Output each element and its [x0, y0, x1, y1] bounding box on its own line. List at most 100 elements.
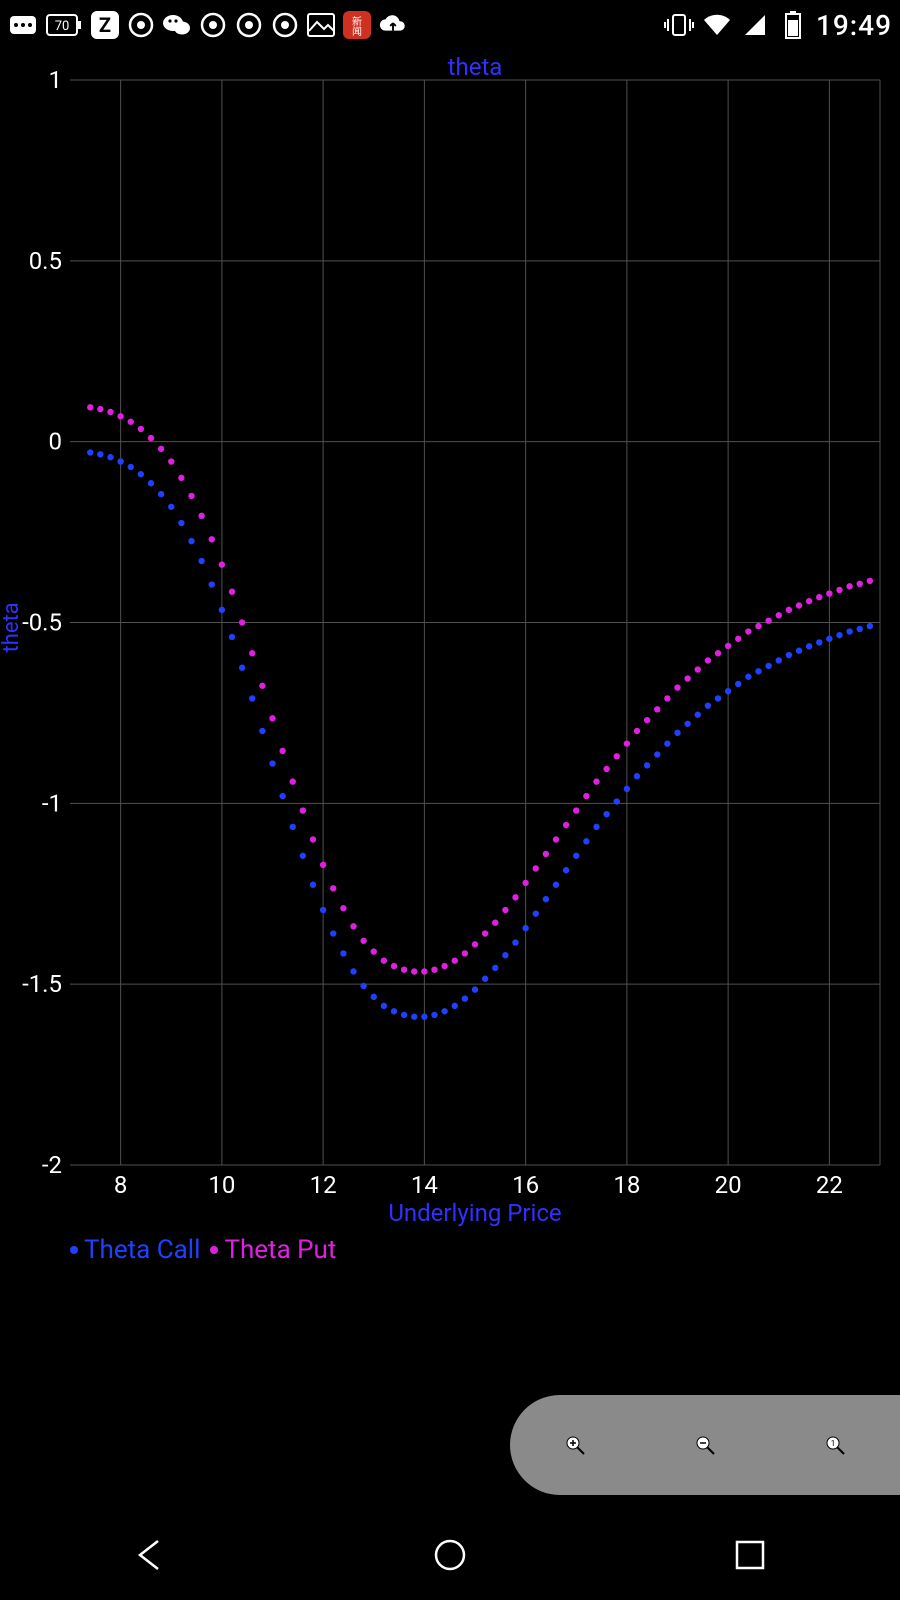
data-point — [492, 965, 498, 971]
data-point — [381, 957, 387, 963]
data-point — [614, 753, 620, 759]
data-point — [502, 952, 508, 958]
svg-text:闻: 闻 — [352, 25, 362, 38]
more-icon — [8, 10, 38, 40]
data-point — [239, 619, 245, 625]
data-point — [249, 650, 255, 656]
data-point — [178, 520, 184, 526]
data-point — [188, 493, 194, 499]
data-point — [846, 583, 852, 589]
data-point — [229, 589, 235, 595]
data-point — [158, 491, 164, 497]
data-point — [168, 458, 174, 464]
zoom-out-button[interactable] — [687, 1427, 723, 1463]
data-point — [350, 923, 356, 929]
data-point — [644, 717, 650, 723]
svg-text:70: 70 — [55, 19, 70, 34]
data-point — [482, 976, 488, 982]
data-point — [755, 668, 761, 674]
data-point — [350, 968, 356, 974]
data-point — [128, 464, 134, 470]
data-point — [452, 1003, 458, 1009]
data-point — [765, 663, 771, 669]
data-point — [229, 634, 235, 640]
data-point — [593, 778, 599, 784]
data-point — [553, 836, 559, 842]
data-point — [371, 948, 377, 954]
data-point — [269, 715, 275, 721]
data-point — [219, 561, 225, 567]
ytick-label: -1.5 — [22, 970, 62, 998]
data-point — [87, 404, 93, 410]
data-point — [583, 793, 589, 799]
zoom-toolbar: 1 — [510, 1395, 900, 1495]
home-button[interactable] — [425, 1530, 475, 1580]
data-point — [755, 623, 761, 629]
data-point — [148, 435, 154, 441]
data-point — [826, 636, 832, 642]
data-point — [178, 475, 184, 481]
data-point — [786, 652, 792, 658]
back-button[interactable] — [125, 1530, 175, 1580]
svg-text:Z: Z — [99, 13, 111, 37]
y-axis-label: theta — [0, 602, 24, 652]
data-point — [735, 636, 741, 642]
legend-item: Theta Put — [210, 1235, 336, 1265]
data-point — [290, 824, 296, 830]
data-point — [472, 986, 478, 992]
data-point — [441, 1008, 447, 1014]
data-point — [219, 607, 225, 613]
data-point — [553, 882, 559, 888]
xtick-label: 18 — [613, 1171, 640, 1199]
data-point — [249, 695, 255, 701]
data-point — [816, 594, 822, 600]
data-point — [543, 851, 549, 857]
cell-signal-icon — [740, 10, 770, 40]
recent-apps-button[interactable] — [725, 1530, 775, 1580]
news-app-icon: 新闻 — [342, 10, 372, 40]
data-point — [138, 471, 144, 477]
data-point — [371, 994, 377, 1000]
data-point — [340, 905, 346, 911]
status-bar: 70 Z 新闻 19:49 — [0, 0, 900, 50]
data-point — [310, 836, 316, 842]
data-point — [533, 910, 539, 916]
data-point — [664, 740, 670, 746]
data-point — [786, 607, 792, 613]
data-point — [705, 657, 711, 663]
data-point — [300, 853, 306, 859]
data-point — [603, 766, 609, 772]
data-point — [857, 581, 863, 587]
data-point — [472, 941, 478, 947]
data-point — [391, 1008, 397, 1014]
data-point — [158, 446, 164, 452]
data-point — [259, 728, 265, 734]
xtick-label: 16 — [512, 1171, 539, 1199]
data-point — [330, 885, 336, 891]
legend-label: Theta Call — [84, 1235, 200, 1265]
data-point — [603, 811, 609, 817]
chart-title: theta — [448, 55, 503, 81]
data-point — [826, 590, 832, 596]
data-point — [482, 930, 488, 936]
data-point — [198, 558, 204, 564]
data-point — [401, 1012, 407, 1018]
data-point — [259, 683, 265, 689]
data-point — [593, 824, 599, 830]
data-point — [674, 730, 680, 736]
browser2-icon — [198, 10, 228, 40]
data-point — [563, 867, 569, 873]
xtick-label: 14 — [411, 1171, 438, 1199]
data-point — [290, 778, 296, 784]
zoom-reset-button[interactable]: 1 — [817, 1427, 853, 1463]
data-point — [209, 581, 215, 587]
data-point — [846, 628, 852, 634]
data-point — [269, 760, 275, 766]
zoom-in-button[interactable] — [557, 1427, 593, 1463]
data-point — [522, 925, 528, 931]
data-point — [391, 963, 397, 969]
data-point — [107, 409, 113, 415]
wifi-icon — [702, 10, 732, 40]
data-point — [310, 882, 316, 888]
ytick-label: -0.5 — [22, 609, 62, 637]
